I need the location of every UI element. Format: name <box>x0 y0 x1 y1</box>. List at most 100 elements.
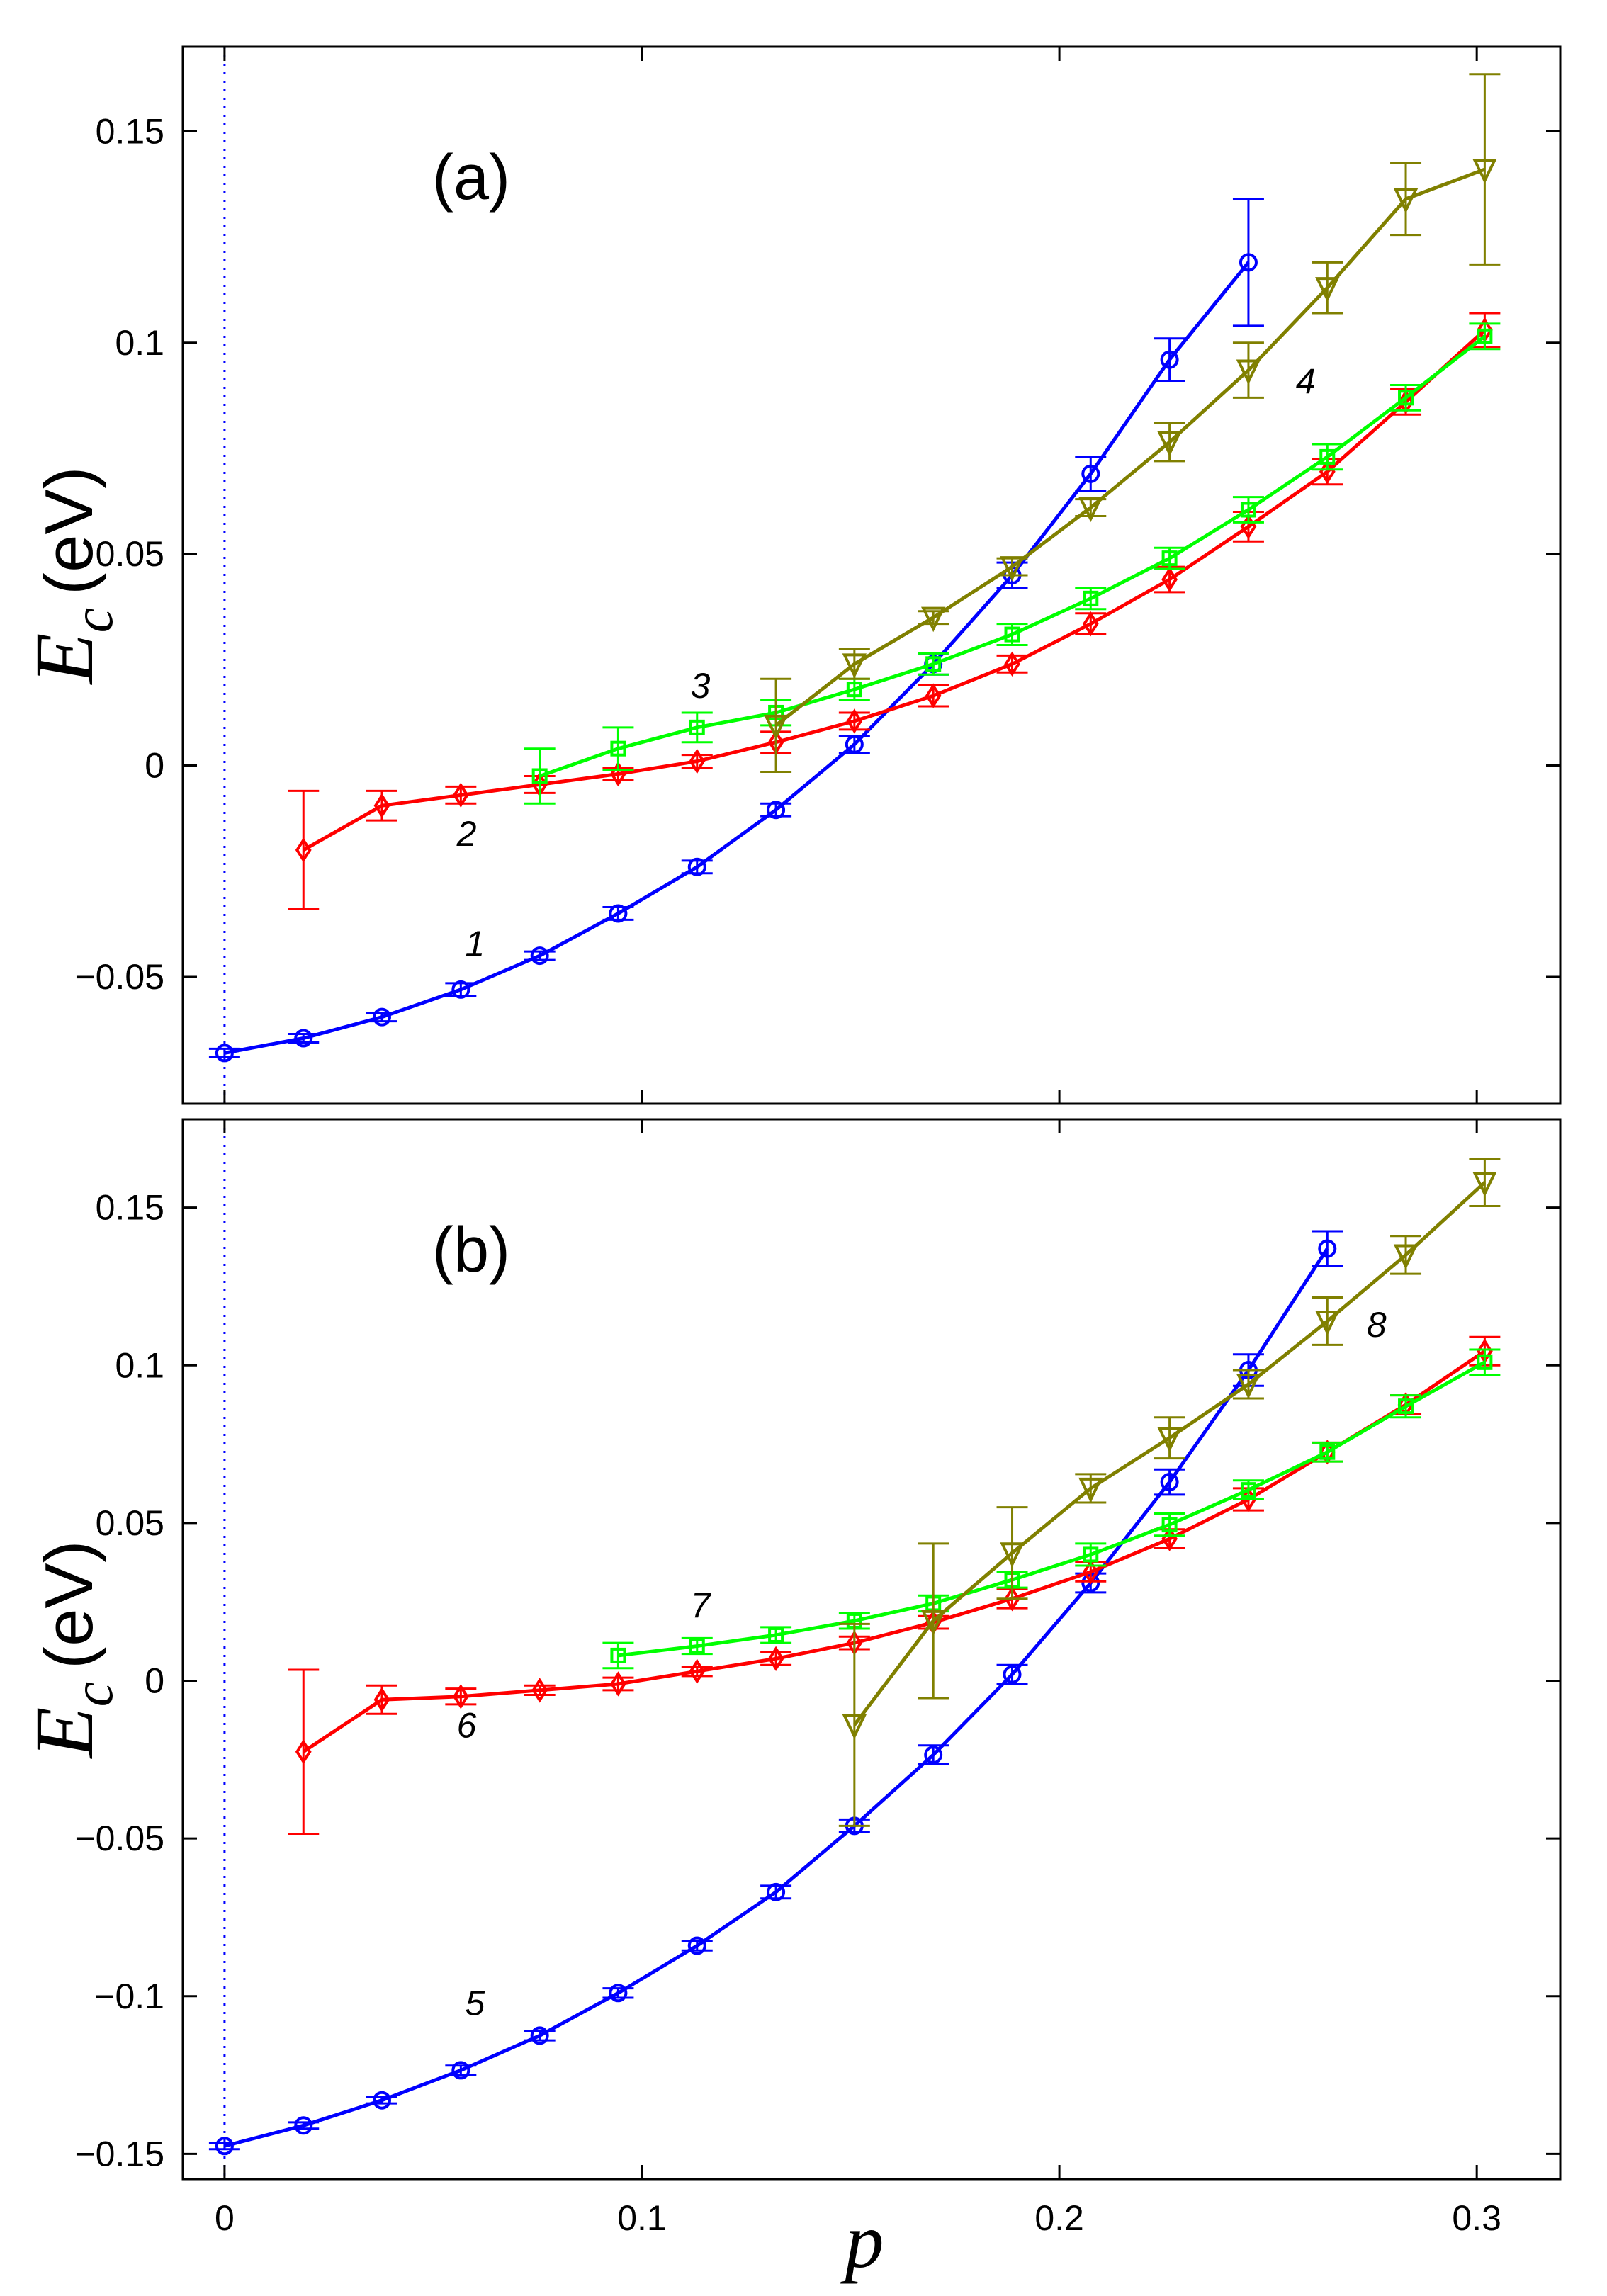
data-point <box>610 740 626 757</box>
data-point <box>689 748 706 774</box>
data-point <box>1398 1398 1414 1415</box>
data-point <box>846 682 862 698</box>
data-point <box>924 1746 943 1765</box>
data-point <box>842 653 867 679</box>
y-tick-label: 0.1 <box>115 1345 164 1385</box>
data-point <box>1000 556 1025 582</box>
curve-label: 3 <box>691 666 711 706</box>
data-point <box>1393 188 1419 214</box>
x-tick-label: 0.1 <box>617 2198 667 2238</box>
y-tick-label: 0.05 <box>96 534 164 574</box>
y-tick-label: −0.15 <box>74 2134 164 2173</box>
data-point <box>295 1739 312 1765</box>
data-point <box>1160 1473 1179 1492</box>
y-tick-label: −0.1 <box>94 1977 164 2016</box>
x-tick-label: 0.3 <box>1452 2198 1501 2238</box>
curve-label: 5 <box>465 1983 485 2023</box>
data-point <box>1397 389 1414 415</box>
data-point <box>451 2061 470 2080</box>
data-point <box>767 1882 786 1901</box>
y-axis-title: Ec (eV) <box>18 1541 125 1760</box>
data-point <box>1240 1482 1256 1498</box>
y-axis-unit: (eV) <box>31 467 107 595</box>
series-4: 4 <box>760 73 1501 774</box>
data-point <box>1083 590 1099 606</box>
data-point <box>1161 550 1178 567</box>
data-point <box>452 782 469 808</box>
data-point <box>1081 464 1100 483</box>
series-line <box>618 1360 1486 1658</box>
panel-label: (a) <box>432 142 510 213</box>
series-8: 8 <box>838 1158 1501 1827</box>
series-7: 7 <box>602 1348 1501 1670</box>
data-point <box>294 2116 313 2135</box>
data-point <box>920 1610 946 1636</box>
data-point <box>373 793 390 818</box>
data-point <box>1082 1559 1099 1585</box>
y-axis-subscript: c <box>62 1682 125 1707</box>
data-point <box>373 1687 390 1712</box>
curve-label: 4 <box>1296 361 1316 401</box>
x-tick-label: 0.2 <box>1034 2198 1084 2238</box>
data-point <box>1078 1477 1103 1503</box>
data-point <box>372 2091 391 2110</box>
data-point <box>1161 567 1178 592</box>
y-tick-label: 0 <box>145 1661 164 1701</box>
y-tick-label: 0.1 <box>115 323 164 363</box>
data-point <box>845 735 864 754</box>
data-point <box>1318 1239 1337 1258</box>
plot-frame <box>181 45 1562 1105</box>
data-point <box>372 1007 391 1027</box>
data-point <box>1240 502 1256 518</box>
data-point <box>1157 431 1182 457</box>
data-point <box>687 857 706 876</box>
panel-b: −0.15 −0.1 −0.05 0 0.05 0.1 0.15 0 0.1 0.2 0.3 5 6 7 8… <box>18 1118 1562 2238</box>
series-line <box>303 329 1487 852</box>
y-tick-label: 0.15 <box>96 1188 164 1228</box>
data-point <box>925 656 942 672</box>
data-point <box>842 1714 867 1740</box>
data-point <box>1160 350 1179 369</box>
series-line <box>774 167 1486 727</box>
x-tick-label: 0 <box>215 2198 235 2238</box>
data-point <box>215 2137 234 2156</box>
data-point <box>920 606 946 633</box>
data-point <box>1472 159 1497 184</box>
data-point <box>1004 626 1020 643</box>
y-tick-label: 0.15 <box>96 111 164 151</box>
data-point <box>767 1646 784 1672</box>
data-point <box>609 1984 628 2003</box>
data-point <box>1157 1427 1182 1453</box>
data-point <box>1000 1542 1025 1568</box>
curve-label: 7 <box>691 1585 712 1625</box>
y-axis-symbol: E <box>18 1707 111 1759</box>
x-axis-title: p <box>840 2198 884 2284</box>
data-point <box>846 708 863 734</box>
data-point <box>1319 448 1336 465</box>
curve-label: 1 <box>465 924 485 963</box>
data-point <box>1078 497 1103 523</box>
data-point <box>531 1678 548 1703</box>
y-tick-label: −0.05 <box>74 957 164 997</box>
data-point <box>1236 359 1261 385</box>
series-line <box>302 1350 1486 1753</box>
data-point <box>1003 1665 1022 1684</box>
data-point <box>1315 277 1340 302</box>
data-point <box>1319 1444 1336 1460</box>
data-point <box>609 904 628 923</box>
y-axis-symbol: E <box>18 633 111 685</box>
data-point <box>689 1658 706 1684</box>
data-point <box>451 980 470 999</box>
data-point <box>1004 651 1020 677</box>
data-point <box>925 683 942 708</box>
data-point <box>1082 611 1099 637</box>
data-point <box>295 837 312 863</box>
data-point <box>1393 1244 1419 1270</box>
data-point <box>1477 328 1493 344</box>
data-point <box>1315 1310 1340 1336</box>
data-point <box>530 946 549 966</box>
data-point <box>1472 1172 1497 1197</box>
y-tick-label: 0 <box>145 746 164 786</box>
